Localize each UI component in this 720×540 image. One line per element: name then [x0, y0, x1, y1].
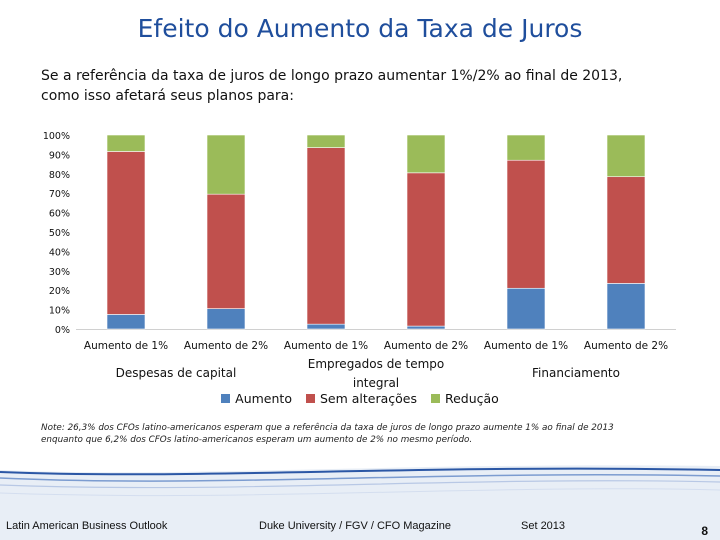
y-tick-label: 80% [49, 170, 70, 181]
legend-swatch-sem-alteracoes [305, 394, 315, 403]
bar-segment-redu-o [606, 134, 646, 178]
legend-item-aumento: Aumento [221, 391, 292, 406]
y-tick-label: 40% [49, 247, 70, 258]
x-tick-label: Aumento de 2% [184, 340, 268, 352]
subtitle-line-1: Se a referência da taxa de juros de long… [41, 68, 623, 84]
legend-label-sem-alteracoes: Sem alterações [319, 391, 417, 406]
bar-segment-sem-altera-es [206, 193, 246, 309]
y-tick-label: 60% [49, 209, 70, 220]
footer-wave-decoration [0, 465, 720, 540]
y-tick-label: 70% [49, 189, 70, 200]
category-group-label: Financiamento [532, 366, 620, 380]
slide-title: Efeito do Aumento da Taxa de Juros [137, 14, 583, 43]
footnote-line-1: Note: 26,3% dos CFOs latino-americanos e… [41, 423, 614, 433]
legend-item-reducao: Redução [430, 391, 499, 406]
bar-segment-redu-o [206, 134, 246, 195]
legend-label-reducao: Redução [444, 391, 499, 406]
category-group-label: integral [353, 376, 399, 390]
y-tick-label: 10% [49, 306, 70, 317]
category-group-label: Despesas de capital [116, 366, 237, 380]
bar-segment-sem-altera-es [306, 147, 346, 325]
chart-legend: Aumento Sem alterações Redução [0, 391, 720, 406]
bar-segment-sem-altera-es [606, 176, 646, 284]
bar-segment-aumento [306, 323, 346, 330]
bar-segment-sem-altera-es [506, 159, 546, 289]
bar-segment-aumento [406, 325, 446, 330]
x-tick-label: Aumento de 1% [284, 340, 368, 352]
y-tick-label: 0% [55, 325, 70, 336]
category-group-label: Empregados de tempo [308, 357, 445, 371]
y-tick-label: 90% [49, 150, 70, 161]
x-tick-label: Aumento de 1% [484, 340, 568, 352]
footer-right: Set 2013 [521, 520, 566, 532]
subtitle-line-2: como isso afetará seus planos para: [41, 88, 294, 104]
bar-segment-redu-o [106, 134, 146, 152]
bar-segment-redu-o [506, 134, 546, 161]
page-number: 8 [701, 524, 708, 538]
y-tick-label: 100% [43, 131, 70, 142]
bar-segment-redu-o [406, 134, 446, 174]
bar-segment-aumento [106, 314, 146, 330]
bar-segment-aumento [206, 308, 246, 330]
bar-segment-redu-o [306, 134, 346, 148]
footnote-line-2: enquanto que 6,2% dos CFOs latino-americ… [41, 435, 473, 445]
bar-segment-sem-altera-es [106, 151, 146, 315]
bar-segment-sem-altera-es [406, 172, 446, 327]
y-tick-label: 20% [49, 286, 70, 297]
stacked-bar-chart: 0% 10% 20% 30% 40% 50% 60% 70% 80% 90% 100% Aumento… [43, 131, 676, 390]
footer-left: Latin American Business Outlook [6, 520, 168, 532]
y-tick-label: 50% [49, 228, 70, 239]
x-tick-label: Aumento de 1% [84, 340, 168, 352]
legend-item-sem-alteracoes: Sem alterações [305, 391, 417, 406]
x-tick-label: Aumento de 2% [384, 340, 468, 352]
legend-swatch-reducao [430, 394, 440, 403]
bar-segment-aumento [506, 287, 546, 330]
footnote: Note: 26,3% dos CFOs latino-americanos e… [41, 422, 691, 446]
x-tick-label: Aumento de 2% [584, 340, 668, 352]
legend-swatch-aumento [221, 394, 231, 403]
footer-center: Duke University / FGV / CFO Magazine [259, 520, 451, 532]
legend-label-aumento: Aumento [235, 391, 292, 406]
bar-segment-aumento [606, 283, 646, 330]
y-tick-label: 30% [49, 267, 70, 278]
slide-subtitle: Se a referência da taxa de juros de long… [41, 66, 691, 106]
